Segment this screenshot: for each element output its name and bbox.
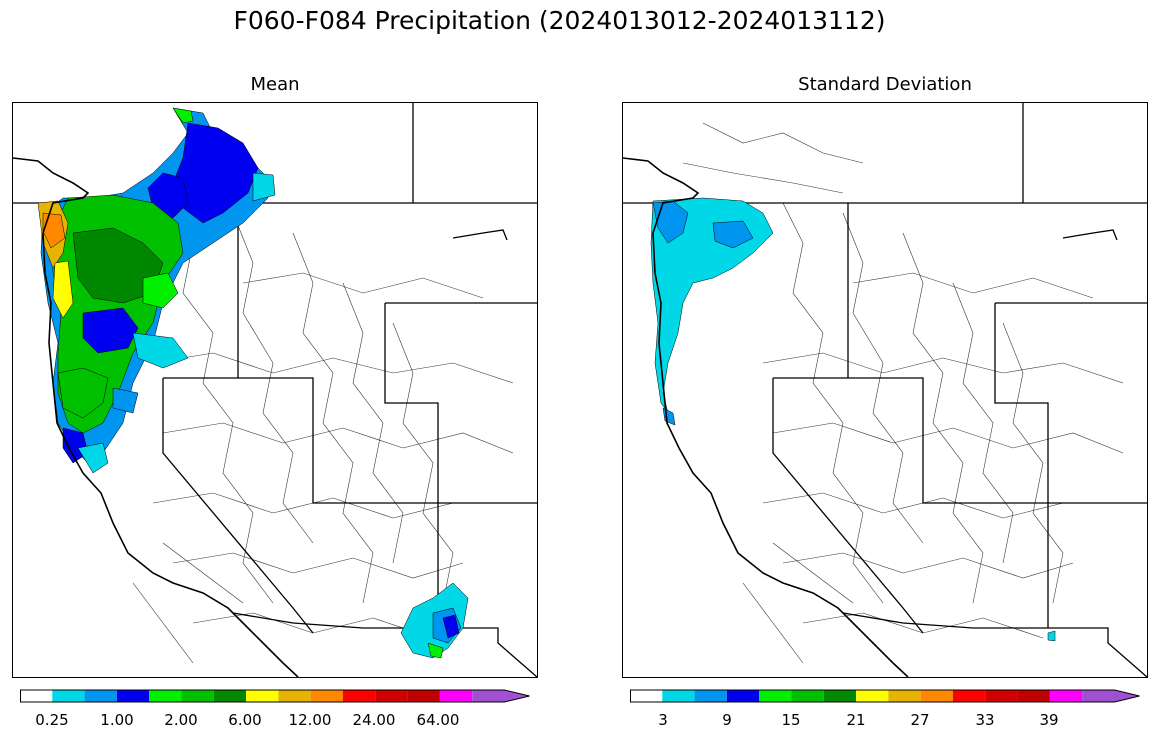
mean-colorbar-swatches [20,689,530,703]
colorbar-swatch [1049,690,1083,702]
colorbar-swatch [116,690,150,702]
stddev-coastline [623,157,909,677]
colorbar-swatch [439,690,473,702]
stddev-colorbar-swatches [630,689,1140,703]
colorbar-swatch [985,690,1018,702]
colorbar-swatch [84,690,117,702]
stddev-state-borders [623,103,1147,677]
stddev-tick-6: 39 [1039,711,1059,729]
figure-title: F060-F084 Precipitation (2024013012-2024… [233,6,886,35]
colorbar-swatch [823,690,857,702]
colorbar-outline [20,689,530,703]
stddev-map [622,102,1148,678]
mean-tick-5: 24.00 [352,711,396,729]
colorbar-swatch [20,690,53,702]
mean-tick-0: 0.25 [35,711,69,729]
stddev-basin-outlines [682,122,1124,664]
colorbar-swatch [52,690,85,702]
mean-tick-4: 12.00 [288,711,332,729]
mean-tick-2: 2.00 [164,711,198,729]
colorbar-swatch [310,690,343,702]
colorbar-swatch [953,690,986,702]
colorbar-swatch [759,690,792,702]
colorbar-swatch [630,690,663,702]
mean-map [12,102,538,678]
stddev-precip-fill [650,197,1056,642]
colorbar-swatch [343,690,376,702]
colorbar-swatch [856,690,889,702]
colorbar-swatch [375,690,408,702]
colorbar-swatch [662,690,695,702]
colorbar-swatch [920,690,953,702]
colorbar-swatch [888,690,921,702]
colorbar-swatch [1017,690,1050,702]
stddev-colorbar [630,688,1140,708]
stddev-tick-4: 27 [910,711,930,729]
colorbar-swatch [1082,690,1140,702]
colorbar-outline [630,689,1140,703]
mean-map-canvas [13,103,537,677]
mean-basin-outlines [132,202,514,664]
colorbar-swatch [213,690,247,702]
stddev-panel-title: Standard Deviation [798,74,972,95]
stddev-tick-1: 9 [722,711,732,729]
colorbar-swatch [472,690,530,702]
stddev-tick-0: 3 [658,711,668,729]
mean-precip-fill [37,107,469,659]
mean-coastline [13,157,299,677]
mean-tick-1: 1.00 [100,711,134,729]
stddev-tick-3: 21 [846,711,866,729]
mean-panel-title: Mean [250,74,300,95]
mean-tick-3: 6.00 [228,711,262,729]
mean-tick-6: 64.00 [416,711,460,729]
stddev-tick-5: 33 [975,711,995,729]
stddev-map-canvas [623,103,1147,677]
colorbar-swatch [726,690,760,702]
colorbar-swatch [791,690,824,702]
colorbar-swatch [246,690,279,702]
colorbar-swatch [407,690,440,702]
colorbar-swatch [694,690,727,702]
colorbar-swatch [181,690,214,702]
colorbar-swatch [149,690,182,702]
colorbar-swatch [278,690,311,702]
mean-colorbar [20,688,530,708]
stddev-tick-2: 15 [781,711,801,729]
